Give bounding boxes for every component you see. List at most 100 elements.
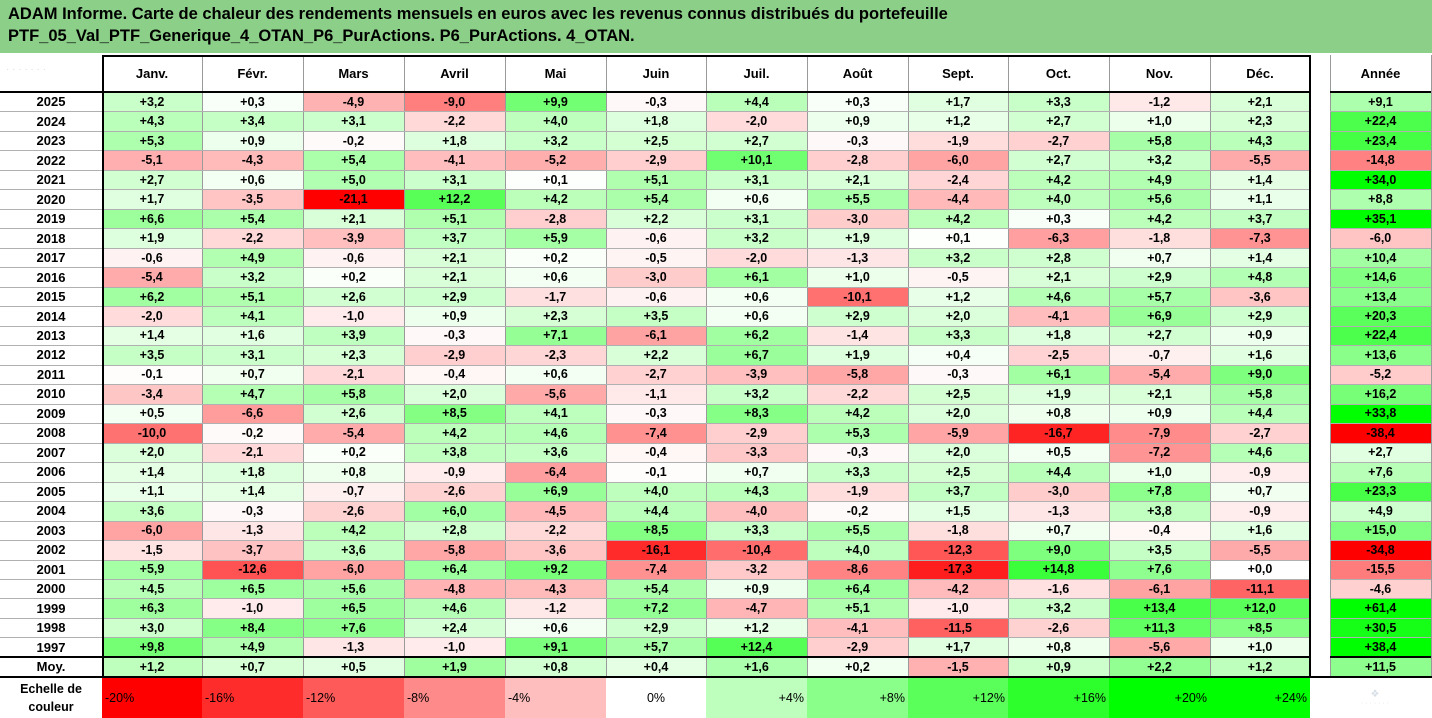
heatmap-cell: +14,8 bbox=[1008, 559, 1109, 579]
heatmap-cell: +3,3 bbox=[706, 520, 807, 541]
month-header: Déc. bbox=[1246, 66, 1274, 81]
heatmap-cell: +2,7 bbox=[1109, 325, 1210, 346]
heatmap-cell: +5,4 bbox=[303, 150, 404, 170]
heatmap-cell: -0,6 bbox=[606, 286, 706, 307]
heatmap-cell: +0,3 bbox=[807, 92, 908, 112]
heatmap-cell: +0,8 bbox=[303, 462, 404, 482]
heatmap-cell: +4,3 bbox=[102, 111, 202, 131]
heatmap-cell: +0,7 bbox=[202, 364, 303, 385]
annual-cell: -4,6 bbox=[1330, 579, 1431, 599]
heatmap-cell: +5,8 bbox=[303, 384, 404, 404]
heatmap-cell: +7,1 bbox=[505, 325, 606, 346]
heatmap-cell: +3,0 bbox=[102, 617, 202, 638]
heatmap-cell: -10,0 bbox=[102, 423, 202, 443]
annual-cell: +10,4 bbox=[1330, 247, 1431, 268]
row-year-label: 2020 bbox=[36, 191, 66, 207]
annual-cell: +13,4 bbox=[1330, 286, 1431, 307]
heatmap-cell: -3,5 bbox=[202, 189, 303, 209]
heatmap-cell: -4,9 bbox=[303, 92, 404, 112]
heatmap-cell: +3,3 bbox=[807, 462, 908, 482]
annual-cell: +23,3 bbox=[1330, 481, 1431, 502]
grid-hline bbox=[0, 111, 1310, 112]
annual-cell: +16,2 bbox=[1330, 384, 1431, 404]
heatmap-cell: -3,3 bbox=[706, 442, 807, 463]
faded-corner-mark: · · · · · · · bbox=[6, 64, 46, 75]
heatmap-cell: -2,2 bbox=[404, 111, 505, 131]
heatmap-cell: -1,1 bbox=[606, 384, 706, 404]
heatmap-cell: +3,2 bbox=[102, 92, 202, 112]
heatmap-cell: -2,6 bbox=[303, 501, 404, 521]
heatmap-cell: +9,0 bbox=[1210, 364, 1310, 385]
heatmap-cell: +2,2 bbox=[606, 208, 706, 229]
heatmap-cell: +1,1 bbox=[102, 481, 202, 502]
heatmap-cell: -0,6 bbox=[606, 228, 706, 248]
grid-hline bbox=[0, 365, 1310, 366]
month-header: Juin bbox=[642, 66, 670, 81]
heatmap-cell: -2,8 bbox=[807, 150, 908, 170]
row-year-label: 2018 bbox=[36, 230, 66, 246]
heatmap-cell: +11,3 bbox=[1109, 617, 1210, 638]
average-cell: +1,2 bbox=[102, 656, 202, 677]
heatmap-cell: -1,7 bbox=[505, 286, 606, 307]
heatmap-cell: -4,2 bbox=[908, 579, 1008, 599]
heatmap-cell: +0,6 bbox=[505, 364, 606, 385]
heatmap-cell: +0,8 bbox=[1008, 637, 1109, 657]
heatmap-cell: +1,6 bbox=[202, 325, 303, 346]
heatmap-cell: -1,9 bbox=[908, 130, 1008, 151]
heatmap-cell: +0,5 bbox=[1008, 442, 1109, 463]
grid-hline bbox=[0, 306, 1310, 307]
heatmap-cell: +3,6 bbox=[102, 501, 202, 521]
report-title-line2: PTF_05_Val_PTF_Generique_4_OTAN_P6_PurAc… bbox=[8, 27, 635, 45]
heatmap-cell: +4,6 bbox=[1008, 286, 1109, 307]
average-cell: +0,9 bbox=[1008, 656, 1109, 677]
average-cell: +0,8 bbox=[505, 656, 606, 677]
report-title-line1: ADAM Informe. Carte de chaleur des rende… bbox=[8, 5, 948, 23]
average-cell: +1,6 bbox=[706, 656, 807, 677]
annual-cell: +22,4 bbox=[1330, 325, 1431, 346]
heatmap-cell: +4,6 bbox=[505, 423, 606, 443]
month-header: Sept. bbox=[942, 66, 974, 81]
average-cell: -1,5 bbox=[908, 656, 1008, 677]
heatmap-cell: +2,5 bbox=[908, 384, 1008, 404]
heatmap-cell: +5,1 bbox=[606, 169, 706, 190]
heatmap-cell: +5,1 bbox=[807, 598, 908, 618]
grid-hline bbox=[0, 521, 1310, 522]
heatmap-cell: +0,9 bbox=[807, 111, 908, 131]
heatmap-cell: -4,1 bbox=[1008, 306, 1109, 326]
heatmap-cell: +2,0 bbox=[908, 403, 1008, 424]
heatmap-cell: -7,9 bbox=[1109, 423, 1210, 443]
row-year-label: 2017 bbox=[36, 250, 66, 266]
heatmap-cell: -6,6 bbox=[202, 403, 303, 424]
heatmap-cell: +1,4 bbox=[1210, 247, 1310, 268]
heatmap-cell: +0,3 bbox=[202, 92, 303, 112]
heatmap-cell: +1,2 bbox=[908, 111, 1008, 131]
heatmap-cell: +6,2 bbox=[102, 286, 202, 307]
heatmap-cell: +4,9 bbox=[1109, 169, 1210, 190]
heatmap-cell: +2,5 bbox=[908, 462, 1008, 482]
annual-cell: +14,6 bbox=[1330, 267, 1431, 287]
annual-cell: -5,2 bbox=[1330, 364, 1431, 385]
heatmap-cell: +2,9 bbox=[404, 286, 505, 307]
heatmap-cell: +9,8 bbox=[102, 637, 202, 657]
heatmap-cell: +7,8 bbox=[1109, 481, 1210, 502]
header-bottom-border bbox=[0, 91, 1310, 93]
grid-hline bbox=[1330, 228, 1431, 229]
grid-hline bbox=[1330, 365, 1431, 366]
heatmap-cell: +2,3 bbox=[303, 345, 404, 365]
scale-top-border bbox=[0, 676, 1432, 678]
heatmap-cell: +3,2 bbox=[908, 247, 1008, 268]
heatmap-cell: +2,8 bbox=[404, 520, 505, 541]
heatmap-cell: -21,1 bbox=[303, 189, 404, 209]
color-scale-stop: -4% bbox=[505, 678, 606, 718]
heatmap-cell: +4,2 bbox=[908, 208, 1008, 229]
annual-cell: +4,9 bbox=[1330, 501, 1431, 521]
heatmap-cell: +1,7 bbox=[908, 637, 1008, 657]
color-scale-stop: +24% bbox=[1210, 678, 1310, 718]
grid-hline bbox=[1330, 598, 1431, 599]
heatmap-cell: -0,1 bbox=[606, 462, 706, 482]
heatmap-cell: -5,4 bbox=[102, 267, 202, 287]
heatmap-cell: +4,8 bbox=[1210, 267, 1310, 287]
heatmap-cell: -0,2 bbox=[807, 501, 908, 521]
heatmap-cell: -3,6 bbox=[505, 540, 606, 560]
heatmap-cell: +3,7 bbox=[404, 228, 505, 248]
